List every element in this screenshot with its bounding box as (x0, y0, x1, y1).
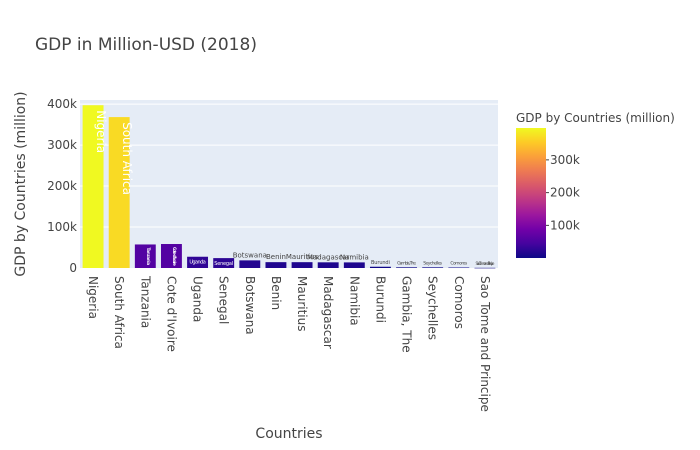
x-tick-label: Uganda (191, 276, 205, 322)
x-tick-label: Cote d'Ivoire (164, 276, 178, 352)
colorbar-title: GDP by Countries (million) (516, 111, 675, 125)
bar-label: Senegal (214, 261, 233, 267)
y-axis-title: GDP by Countries (million) (13, 91, 29, 276)
x-tick-label: Botswana (243, 276, 257, 335)
y-tick-label: 200k (47, 179, 77, 193)
bar-sao-tome-and-principe (474, 267, 496, 269)
bar-label: Comoros (450, 261, 468, 267)
x-tick-label: Senegal (217, 276, 231, 324)
gridlines (80, 103, 498, 228)
x-tick-label: Seychelles (426, 276, 440, 340)
colorbar-tick-label: 100k (550, 218, 580, 232)
x-tick-label: Sao Tome and Principe (478, 276, 492, 412)
x-tick-label: Mauritius (295, 276, 309, 331)
bar-label: Botswana (233, 251, 267, 259)
bars (82, 105, 496, 269)
bar-tanzania (134, 244, 156, 268)
colorbar-ticks: 100k 200k 300k (546, 153, 580, 232)
x-tick-label: Comoros (452, 276, 466, 329)
x-tick-label: Gambia, The (400, 276, 414, 353)
bar-label: Madagascar (307, 253, 350, 261)
bar-label: Cote d'Ivoire (172, 247, 177, 266)
bar-label: Benin (266, 253, 286, 261)
bar-label: Mauritius (286, 253, 319, 261)
y-tick-label: 400k (47, 97, 77, 111)
colorbar-tick-label: 300k (550, 153, 580, 167)
x-tick-label: Burundi (373, 276, 387, 323)
y-tick-label: 0 (69, 261, 77, 275)
bar-botswana (239, 260, 261, 268)
colorbar-tick-label: 200k (550, 186, 580, 200)
bar-label: Burundi (371, 260, 390, 266)
bar-cote-d-ivoire (160, 244, 182, 268)
plot-area (80, 100, 498, 268)
colorbar-gradient (516, 128, 546, 258)
bar-namibia (343, 262, 365, 268)
bar-gambia-the (396, 267, 418, 268)
x-tick-label: Benin (269, 276, 283, 310)
bar-benin (265, 262, 287, 268)
colorbar: GDP by Countries (million) 100k 200k 300k (516, 111, 675, 258)
bar-labels: Nigeria South Africa Tanzania Cote d'Ivoire… (94, 110, 495, 267)
bar-label: Seychelles (423, 260, 443, 266)
bar-comoros (448, 267, 470, 269)
bar-label: Nigeria (94, 110, 108, 153)
x-tick-label: Nigeria (86, 276, 100, 319)
bar-uganda (187, 256, 209, 268)
x-axis-ticks: Nigeria South Africa Tanzania Cote d'Ivoire… (86, 275, 492, 412)
x-tick-label: Namibia (347, 276, 361, 326)
bar-label: Namibia (340, 253, 369, 261)
x-tick-label: Madagascar (321, 276, 335, 349)
bar-label: Sao Tome and Principe (475, 261, 494, 266)
y-axis-ticks: 0 100k 200k 300k 400k (47, 97, 77, 275)
bar-label: Gambia, The (397, 260, 416, 266)
bar-madagascar (317, 262, 339, 268)
bar-label: South Africa (120, 122, 134, 195)
y-tick-label: 100k (47, 220, 77, 234)
bar-label: Uganda (189, 260, 206, 266)
bar-senegal (213, 258, 235, 268)
x-tick-label: Tanzania (138, 275, 152, 328)
bar-mauritius (291, 262, 313, 268)
x-tick-label: South Africa (112, 276, 126, 349)
chart-title: GDP in Million-USD (2018) (35, 35, 257, 55)
bar-south-africa (108, 117, 130, 268)
bar-label: Tanzania (146, 247, 151, 265)
bar-nigeria (82, 105, 104, 269)
x-axis-title: Countries (255, 426, 322, 442)
bar-burundi (369, 266, 391, 268)
y-tick-label: 300k (47, 138, 77, 152)
bar-seychelles (422, 267, 444, 268)
